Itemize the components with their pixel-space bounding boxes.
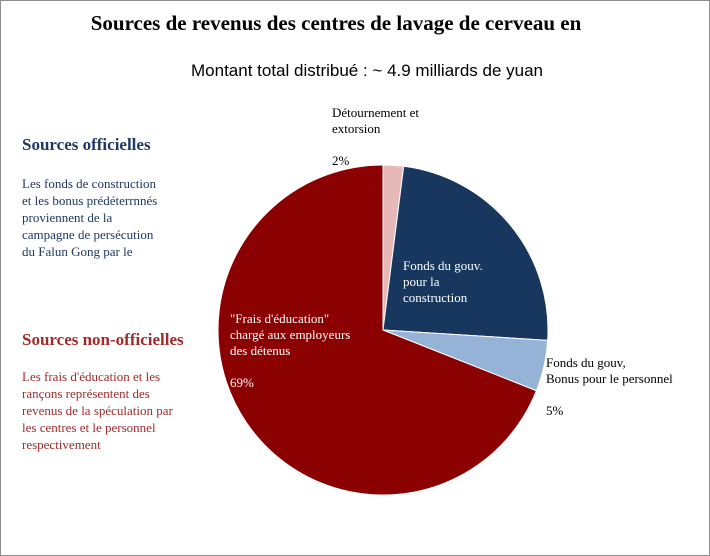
- slice-label-detournement: Détournement et extorsion 2%: [332, 89, 419, 169]
- slice-label-construction: Fonds du gouv. pour la construction: [403, 242, 483, 306]
- chart-subtitle: Montant total distribué : ~ 4.9 milliard…: [191, 61, 543, 80]
- slice-label-construction-name: Fonds du gouv. pour la construction: [403, 258, 483, 305]
- pie-slice-frais: [217, 164, 538, 496]
- unofficial-sources-heading: Sources non-officielles: [22, 330, 184, 349]
- slice-label-frais-name: "Frais d'éducation" chargé aux employeur…: [230, 311, 351, 358]
- slice-label-detournement-value: 2%: [332, 153, 350, 168]
- slice-label-bonus-name: Fonds du gouv, Bonus pour le personnel: [546, 355, 673, 386]
- chart-title: Sources de revenus des centres de lavage…: [90, 11, 582, 35]
- slice-label-bonus: Fonds du gouv, Bonus pour le personnel 5…: [546, 339, 673, 419]
- unofficial-sources-text: Les frais d'éducation et les rançons rep…: [22, 369, 173, 452]
- slice-label-frais: "Frais d'éducation" chargé aux employeur…: [230, 295, 350, 391]
- slice-label-bonus-value: 5%: [546, 403, 564, 418]
- official-sources-text: Les fonds de construction et les bonus p…: [22, 176, 158, 259]
- official-sources-heading: Sources officielles: [22, 135, 151, 154]
- slice-label-frais-value: 69%: [230, 375, 254, 390]
- pie-slice-construction: [382, 165, 549, 341]
- slice-label-detournement-name: Détournement et extorsion: [332, 105, 419, 136]
